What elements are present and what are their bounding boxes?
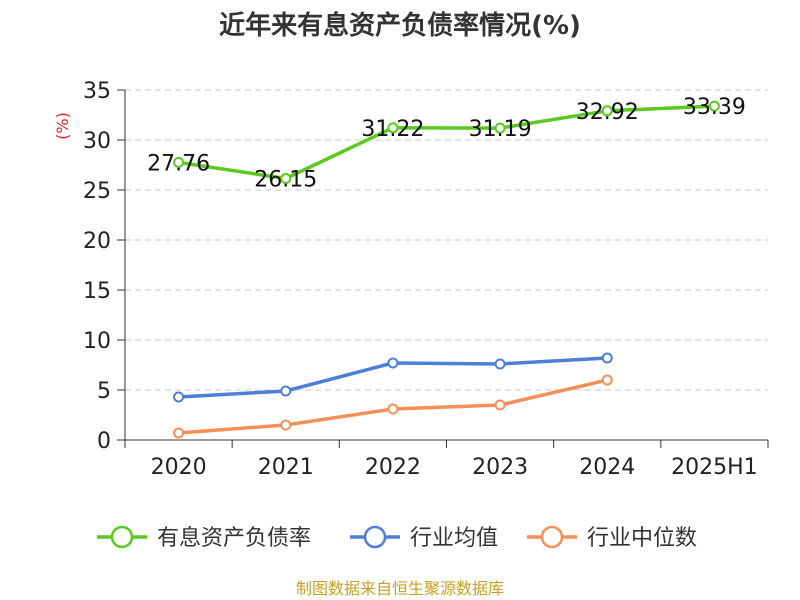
y-tick-label: 20 <box>83 229 111 254</box>
series-1 <box>173 100 720 184</box>
data-point <box>708 100 720 112</box>
series-2 <box>173 352 613 403</box>
y-tick-label: 0 <box>97 429 111 454</box>
x-tick-label: 2021 <box>258 455 314 480</box>
data-point <box>280 173 292 184</box>
data-point <box>173 391 185 403</box>
data-point <box>280 419 292 431</box>
legend-marker <box>110 525 134 549</box>
data-label: 31.22 <box>361 117 424 142</box>
data-point <box>494 399 506 411</box>
data-label: 27.76 <box>147 151 210 176</box>
y-tick-label: 10 <box>83 329 111 354</box>
series-3 <box>173 374 613 439</box>
series-line <box>178 104 715 181</box>
data-labels: 27.76 26.15 31.22 31.19 32.92 33.39 <box>147 95 746 192</box>
data-point <box>601 105 613 117</box>
y-tick-label: 15 <box>83 279 111 304</box>
y-tick-label: 35 <box>83 79 111 104</box>
series-layer <box>173 100 720 439</box>
legend-marker <box>540 525 564 549</box>
chart-title: 近年来有息资产负债率情况(%) <box>219 10 581 41</box>
legend-label: 行业中位数 <box>587 526 697 551</box>
legend-label: 有息资产负债率 <box>157 526 311 551</box>
legend-label: 行业均值 <box>410 526 498 551</box>
axes: 0 5 10 15 20 25 30 35 2020 2021 2022 2023 2024 2025H1 <box>83 79 769 480</box>
legend-item: 行业均值 <box>350 525 498 551</box>
source-footer: 制图数据来自恒生聚源数据库 <box>296 579 504 598</box>
data-point <box>601 352 613 364</box>
data-point <box>280 385 292 397</box>
data-point <box>494 358 506 370</box>
x-tick-label: 2020 <box>151 455 207 480</box>
legend-item: 有息资产负债率 <box>97 525 311 551</box>
data-point <box>494 122 506 134</box>
y-tick-label: 5 <box>97 379 111 404</box>
grid-lines <box>125 89 768 391</box>
data-point <box>601 374 613 386</box>
data-label: 31.19 <box>469 117 532 142</box>
data-point <box>173 156 185 168</box>
y-axis-label: (%) <box>53 112 72 140</box>
data-point <box>387 357 399 369</box>
legend: 有息资产负债率 行业均值 行业中位数 <box>97 525 697 551</box>
x-tick-label: 2025H1 <box>671 455 758 480</box>
data-label: 32.92 <box>576 100 639 125</box>
x-tick-label: 2023 <box>472 455 528 480</box>
data-point <box>387 403 399 415</box>
data-label: 26.15 <box>254 168 317 193</box>
legend-item: 行业中位数 <box>527 525 697 551</box>
y-tick-label: 30 <box>83 129 111 154</box>
data-label: 33.39 <box>683 95 746 120</box>
legend-marker <box>363 525 387 549</box>
data-point <box>387 122 399 134</box>
y-tick-label: 25 <box>83 179 111 204</box>
x-tick-label: 2024 <box>579 455 635 480</box>
x-tick-label: 2022 <box>365 455 421 480</box>
data-point <box>173 427 185 439</box>
